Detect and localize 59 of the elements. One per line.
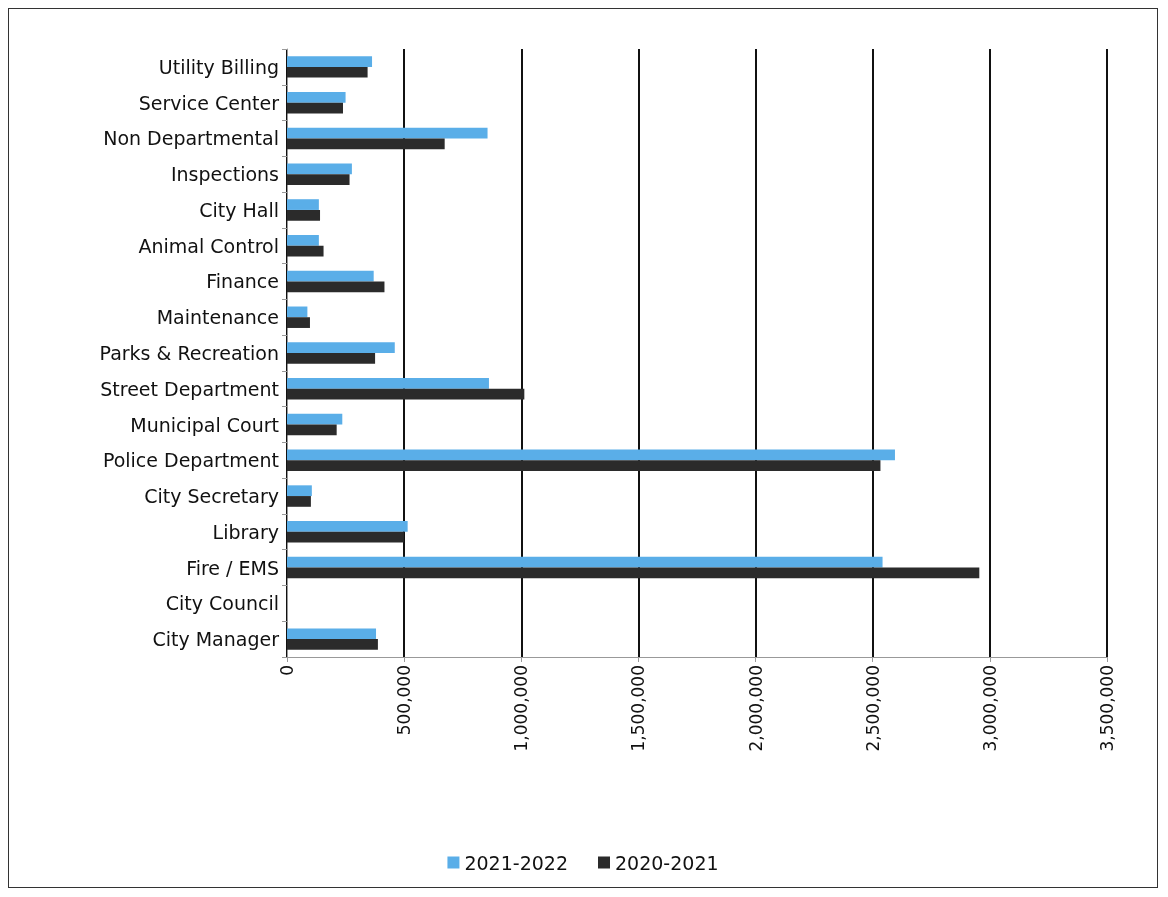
bar <box>287 91 346 103</box>
legend-label: 2020-2021 <box>615 851 719 874</box>
bar <box>287 449 895 461</box>
x-tick-label: 0 <box>277 665 297 676</box>
bar <box>287 628 377 640</box>
x-tick-label: 3,500,000 <box>1097 665 1117 752</box>
bar <box>287 209 321 221</box>
x-tick-label: 3,000,000 <box>979 665 1000 752</box>
y-tick-label: Utility Billing <box>158 55 279 78</box>
bar <box>287 127 488 139</box>
y-tick-label: Library <box>212 520 279 543</box>
y-tick-label: Municipal Court <box>130 413 279 436</box>
bar <box>287 378 489 389</box>
bar <box>287 639 378 650</box>
bar <box>287 556 883 568</box>
bar <box>287 531 404 543</box>
x-tick-label: 1,000,000 <box>511 665 532 752</box>
bar <box>287 234 319 246</box>
bar <box>287 353 376 364</box>
bar <box>287 102 343 114</box>
y-tick-label: City Secretary <box>144 485 279 508</box>
bar <box>287 413 343 425</box>
bar <box>287 521 408 532</box>
bar <box>287 270 374 282</box>
y-tick-label: Service Center <box>138 91 280 114</box>
bar <box>287 342 395 353</box>
y-tick-label: City Manager <box>152 628 280 651</box>
bar <box>287 496 311 507</box>
bar <box>287 485 312 497</box>
bar <box>287 388 525 400</box>
y-tick-label: Police Department <box>102 449 279 472</box>
bar <box>287 245 324 257</box>
y-tick-label: Finance <box>206 270 279 293</box>
x-tick-label: 2,500,000 <box>862 665 883 752</box>
y-tick-label: Non Departmental <box>103 127 279 150</box>
y-tick-label: Animal Control <box>138 234 279 257</box>
x-tick-label: 500,000 <box>394 665 415 736</box>
y-tick-label: Inspections <box>170 163 279 186</box>
y-tick-label: Street Department <box>100 377 279 400</box>
bar <box>287 567 980 579</box>
y-tick-label: Maintenance <box>156 306 279 329</box>
y-tick-label: City Council <box>165 592 279 615</box>
bar <box>287 424 337 436</box>
bar <box>287 66 368 78</box>
bar <box>287 460 881 472</box>
bar <box>287 56 373 67</box>
bar <box>287 306 308 318</box>
x-tick-label: 2,000,000 <box>745 665 766 752</box>
y-tick-label: City Hall <box>199 198 279 221</box>
legend-label: 2021-2022 <box>464 851 569 874</box>
y-tick-label: Fire / EMS <box>186 556 279 579</box>
bar <box>287 281 385 293</box>
x-tick-label: 1,500,000 <box>628 665 649 752</box>
y-tick-label: Parks & Recreation <box>99 342 279 364</box>
bar <box>287 174 350 185</box>
bar <box>287 138 445 150</box>
bar <box>287 317 310 328</box>
bar <box>287 199 319 210</box>
bar <box>287 163 352 175</box>
